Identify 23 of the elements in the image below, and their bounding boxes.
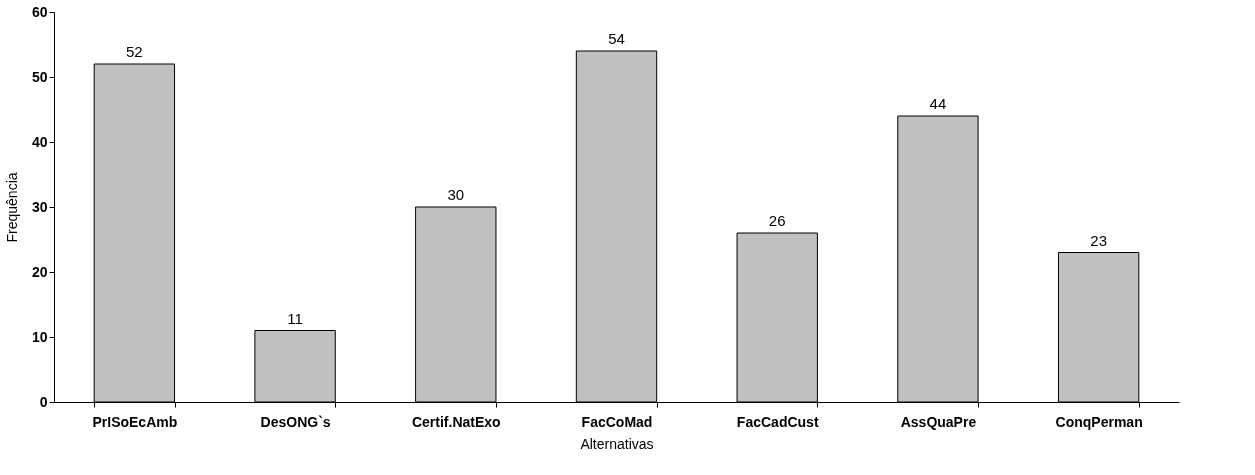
x-tick-label: AssQuaPre	[900, 413, 977, 430]
x-tick-label: FacCoMad	[581, 413, 653, 430]
y-tick-label: 0	[39, 393, 48, 410]
y-tick-label: 50	[31, 68, 48, 85]
x-tick-label: Certif.NatExo	[411, 413, 501, 430]
x-tick-label: DesONG`s	[260, 413, 331, 430]
y-tick-label: 60	[31, 3, 48, 20]
data-label: 26	[768, 212, 786, 229]
data-label: 52	[126, 43, 143, 60]
y-tick-label: 20	[31, 263, 48, 280]
x-tick-label: PrISoEcAmb	[92, 413, 178, 430]
y-tick-label: 10	[31, 328, 48, 345]
y-tick-label: 30	[31, 198, 48, 215]
data-label: 54	[608, 30, 625, 47]
y-tick-label: 40	[31, 133, 48, 150]
data-label: 23	[1090, 231, 1107, 249]
x-tick-label: ConqPerman	[1055, 413, 1143, 430]
data-label: 30	[447, 186, 465, 203]
y-axis-title: Frequência	[3, 172, 20, 243]
data-label: 44	[929, 95, 947, 112]
data-label: 11	[287, 309, 303, 327]
x-axis-title: Alternativas	[580, 435, 654, 452]
x-tick-label: FacCadCust	[736, 413, 819, 430]
